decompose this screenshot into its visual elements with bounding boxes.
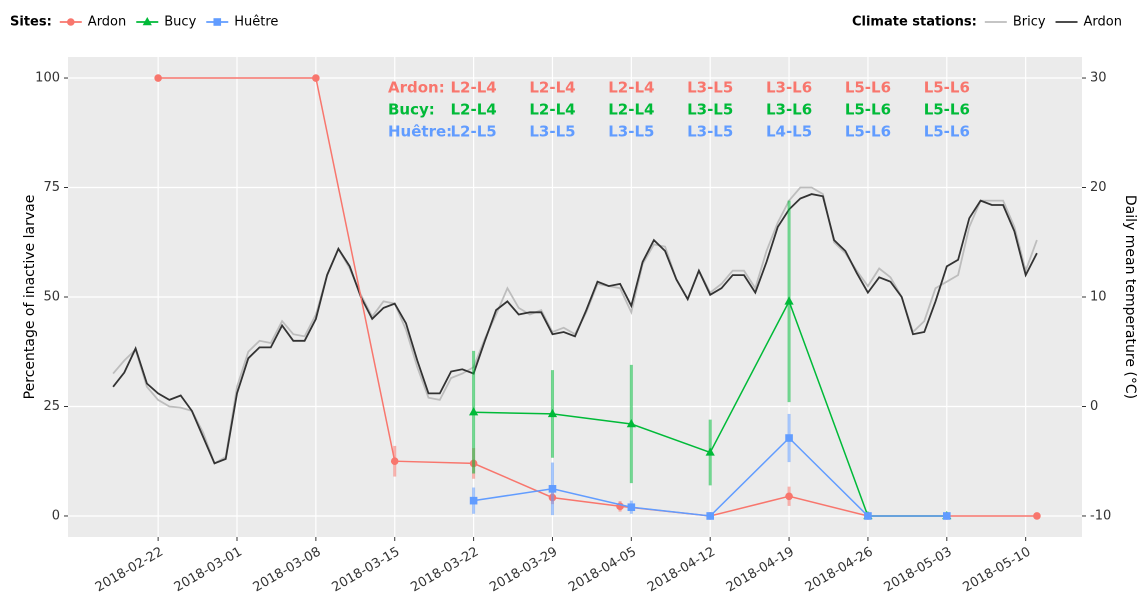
marker	[142, 17, 152, 26]
stage-label: L5-L6	[924, 123, 970, 141]
y-tick-label: 100	[35, 71, 60, 86]
y2-tick-label: -10	[1090, 508, 1111, 523]
stage-label: L3-L5	[687, 123, 733, 141]
y-tick-label: 50	[43, 290, 60, 305]
stage-label: L3-L5	[529, 123, 575, 141]
y-tick-label: 25	[43, 399, 60, 414]
marker	[154, 74, 162, 82]
y-tick-label: 75	[43, 180, 60, 195]
legend-label: Ardon	[1084, 15, 1122, 30]
marker	[785, 492, 793, 501]
stage-label: L2-L4	[608, 101, 654, 119]
stage-label: L2-L4	[450, 79, 496, 97]
stage-label: L5-L6	[924, 101, 970, 119]
stage-row-label: Bucy:	[388, 101, 435, 119]
y2-tick-label: 10	[1090, 290, 1107, 305]
y2-tick-label: 0	[1090, 399, 1098, 414]
x-tick-label: 2018-03-08	[251, 545, 324, 596]
stage-label: L3-L6	[766, 79, 812, 97]
x-tick-label: 2018-02-22	[93, 545, 166, 596]
marker	[213, 18, 222, 26]
x-tick-label: 2018-04-19	[724, 545, 797, 596]
legend-label: Bricy	[1013, 15, 1046, 30]
stage-label: L5-L6	[845, 79, 891, 97]
y-axis-label: Percentage of inactive larvae	[22, 195, 38, 400]
stage-label: L2-L5	[450, 123, 496, 141]
temperature-line	[112, 193, 1038, 465]
x-tick-label: 2018-04-26	[803, 545, 876, 596]
legend-title: Sites:	[10, 15, 52, 30]
stage-label: L2-L4	[529, 79, 575, 97]
x-tick-label: 2018-04-12	[645, 545, 718, 596]
marker	[1033, 512, 1041, 520]
legend-label: Ardon	[88, 15, 126, 30]
x-tick-label: 2018-03-22	[408, 545, 481, 596]
y2-axis-label: Daily mean temperature (°C)	[1122, 195, 1138, 399]
marker	[469, 407, 479, 416]
stage-row-label: Ardon:	[388, 79, 445, 97]
x-tick-label: 2018-03-01	[172, 545, 245, 596]
stage-row-label: Huêtre:	[388, 123, 452, 141]
x-tick-label: 2018-04-05	[566, 545, 639, 596]
legend-label: Huêtre	[234, 15, 278, 30]
stage-label: L3-L5	[608, 123, 654, 141]
marker	[785, 434, 793, 442]
marker	[312, 74, 320, 82]
marker	[390, 457, 399, 466]
x-tick-label: 2018-05-03	[882, 545, 955, 596]
stage-label: L3-L5	[687, 79, 733, 97]
marker	[548, 485, 557, 493]
y-tick-label: 0	[52, 508, 60, 523]
x-tick-label: 2018-05-10	[960, 545, 1033, 596]
stage-label: L2-L4	[450, 101, 496, 119]
marker	[627, 503, 636, 512]
stage-label: L5-L6	[845, 101, 891, 119]
y2-tick-label: 30	[1090, 71, 1107, 86]
stage-label: L3-L6	[766, 101, 812, 119]
marker	[66, 18, 75, 26]
marker	[626, 419, 636, 428]
marker	[547, 408, 558, 418]
marker	[706, 512, 714, 520]
stage-label: L3-L5	[687, 101, 733, 119]
y2-tick-label: 20	[1090, 180, 1107, 195]
x-tick-label: 2018-03-29	[487, 545, 560, 596]
marker	[784, 296, 794, 305]
marker	[469, 496, 478, 505]
stage-label: L2-L4	[608, 79, 654, 97]
marker	[943, 512, 951, 520]
stage-label: L5-L6	[845, 123, 891, 141]
legend-title: Climate stations:	[852, 15, 977, 30]
x-tick-label: 2018-03-15	[330, 545, 403, 596]
marker	[705, 447, 715, 456]
stage-label: L2-L4	[529, 101, 575, 119]
stage-label: L4-L5	[766, 123, 812, 141]
legend-label: Bucy	[164, 15, 196, 30]
stage-label: L5-L6	[924, 79, 970, 97]
marker	[864, 512, 872, 520]
